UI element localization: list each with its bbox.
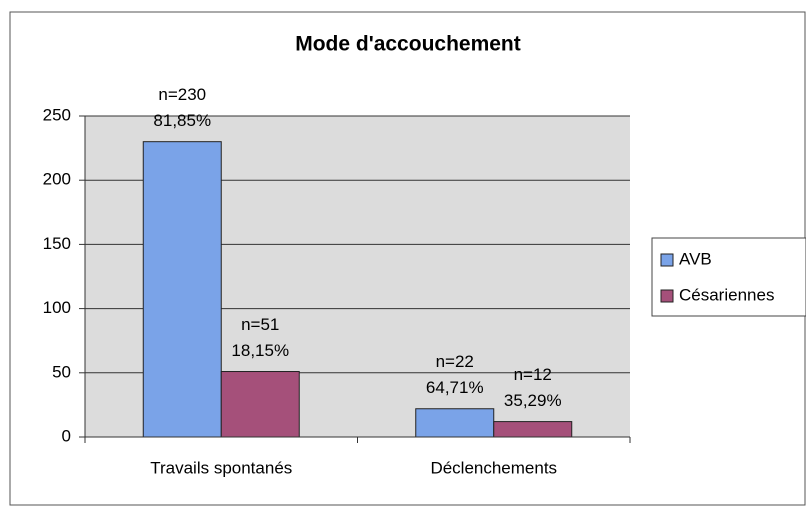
bar [493, 421, 573, 438]
percent-label: 18,15% [231, 341, 289, 360]
y-tick-label: 0 [62, 426, 71, 445]
percent-label: 64,71% [426, 378, 484, 397]
bar [415, 408, 495, 438]
value-label: n=22 [436, 352, 474, 371]
x-tick-label: Déclenchements [430, 458, 557, 477]
y-tick-label: 200 [43, 170, 71, 189]
percent-label: 35,29% [504, 391, 562, 410]
legend-label: Césariennes [679, 285, 774, 304]
bar [220, 371, 300, 438]
legend [651, 237, 806, 317]
value-label: n=230 [158, 85, 206, 104]
y-tick-label: 100 [43, 298, 71, 317]
legend-swatch [660, 253, 674, 267]
legend-label: AVB [679, 249, 712, 268]
value-label: n=12 [514, 365, 552, 384]
x-tick-label: Travails spontanés [150, 458, 292, 477]
legend-swatch [660, 289, 674, 303]
value-label: n=51 [241, 315, 279, 334]
bar [142, 141, 222, 438]
y-tick-label: 150 [43, 234, 71, 253]
percent-label: 81,85% [153, 111, 211, 130]
y-tick-label: 50 [52, 362, 71, 381]
y-tick-label: 250 [43, 105, 71, 124]
chart-title: Mode d'accouchement [295, 33, 521, 56]
